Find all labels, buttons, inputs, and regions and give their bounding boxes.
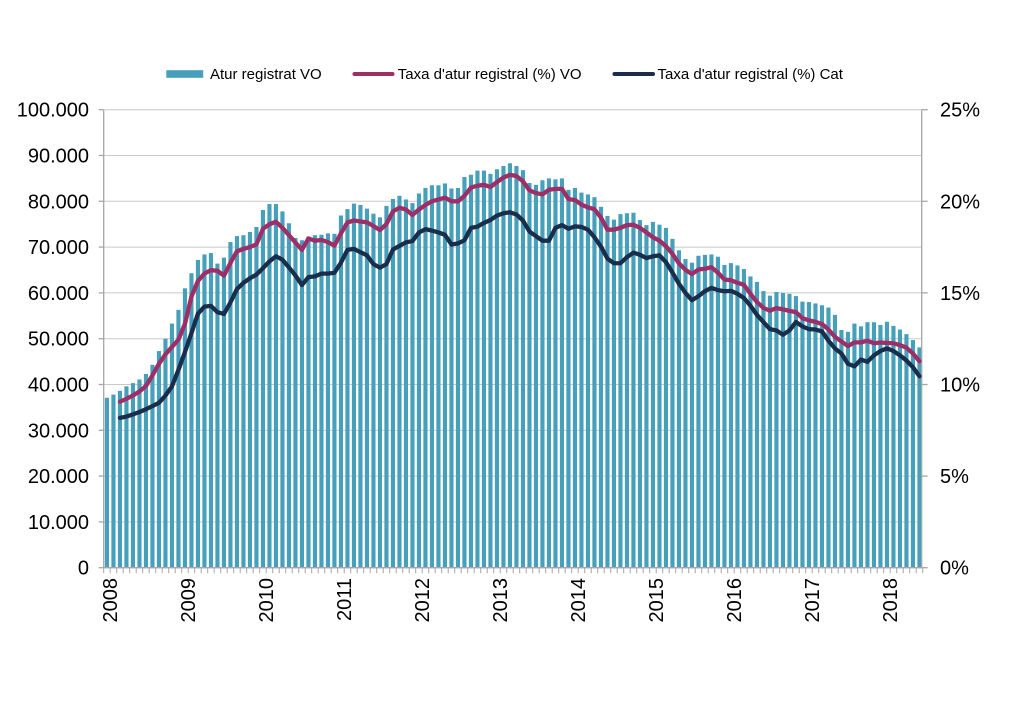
svg-text:2010: 2010 [256, 578, 278, 623]
svg-text:20.000: 20.000 [28, 466, 89, 488]
svg-text:100.000: 100.000 [17, 100, 89, 122]
svg-text:2009: 2009 [178, 578, 200, 623]
svg-text:2008: 2008 [100, 578, 122, 623]
svg-text:15%: 15% [940, 283, 980, 305]
svg-text:0: 0 [78, 558, 89, 580]
svg-text:20%: 20% [940, 191, 980, 213]
svg-text:2017: 2017 [802, 578, 824, 623]
svg-text:80.000: 80.000 [28, 191, 89, 213]
svg-text:2016: 2016 [724, 578, 746, 623]
svg-text:60.000: 60.000 [28, 283, 89, 305]
svg-text:2014: 2014 [568, 578, 590, 623]
svg-text:10%: 10% [940, 375, 980, 397]
svg-text:0%: 0% [940, 558, 969, 580]
svg-text:2015: 2015 [646, 578, 668, 623]
svg-text:5%: 5% [940, 466, 969, 488]
svg-text:2011: 2011 [334, 578, 356, 621]
svg-text:2012: 2012 [412, 578, 434, 623]
svg-text:Taxa d'atur registral (%) VO: Taxa d'atur registral (%) VO [398, 66, 582, 83]
svg-text:50.000: 50.000 [28, 329, 89, 351]
svg-text:10.000: 10.000 [28, 512, 89, 534]
svg-text:70.000: 70.000 [28, 237, 89, 259]
svg-text:Taxa d'atur registral (%) Cat: Taxa d'atur registral (%) Cat [658, 66, 844, 83]
svg-text:40.000: 40.000 [28, 375, 89, 397]
svg-text:Atur registrat VO: Atur registrat VO [210, 66, 322, 83]
svg-text:2018: 2018 [880, 578, 902, 623]
svg-text:25%: 25% [940, 100, 980, 122]
svg-text:2013: 2013 [490, 578, 512, 623]
svg-text:90.000: 90.000 [28, 146, 89, 168]
svg-text:30.000: 30.000 [28, 420, 89, 442]
